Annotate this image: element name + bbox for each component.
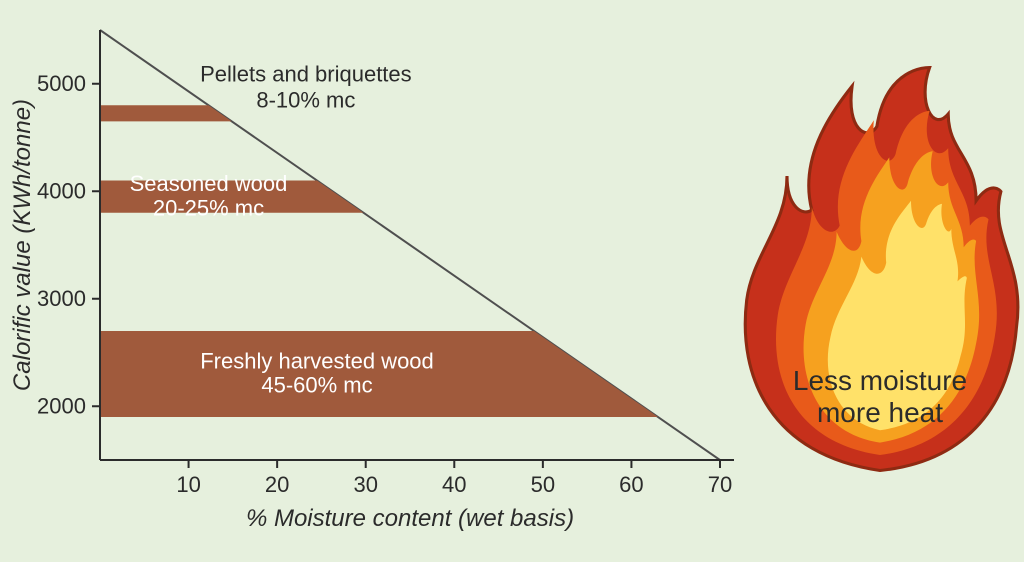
x-tick-label: 60	[619, 472, 643, 497]
x-tick-label: 10	[176, 472, 200, 497]
bar-label-pellets-1: Pellets and briquettes	[200, 61, 412, 86]
x-tick-label: 30	[353, 472, 377, 497]
figure-root: Pellets and briquettes8-10% mc Seasoned w…	[0, 0, 1024, 562]
bar-label-pellets-2: 8-10% mc	[256, 87, 355, 112]
y-tick-label: 4000	[37, 178, 86, 203]
bar-label-fresh-2: 45-60% mc	[261, 373, 372, 398]
y-tick-label: 3000	[37, 286, 86, 311]
x-tick-label: 70	[708, 472, 732, 497]
y-tick-label: 5000	[37, 71, 86, 96]
y-axis-label: Calorific value (KWh/tonne)	[9, 99, 36, 391]
y-tick-label: 2000	[37, 393, 86, 418]
bar-label-seasoned-2: 20-25% mc	[153, 195, 264, 220]
flame-caption-1: Less moisture	[793, 365, 967, 396]
flame-caption-2: more heat	[817, 397, 943, 428]
x-tick-label: 50	[531, 472, 555, 497]
x-tick-label: 20	[265, 472, 289, 497]
bar-label-fresh-1: Freshly harvested wood	[200, 349, 434, 374]
figure-svg: Pellets and briquettes8-10% mc Seasoned w…	[0, 0, 1024, 562]
x-axis-label: % Moisture content (wet basis)	[246, 505, 574, 532]
x-tick-label: 40	[442, 472, 466, 497]
bar-label-seasoned-1: Seasoned wood	[130, 171, 288, 196]
